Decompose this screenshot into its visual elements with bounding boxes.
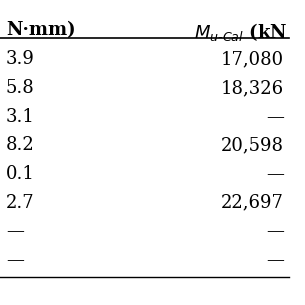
Text: 22,697: 22,697	[221, 194, 284, 212]
Text: N·mm): N·mm)	[6, 21, 75, 39]
Text: 8.2: 8.2	[6, 136, 34, 154]
Text: —: —	[266, 251, 284, 269]
Text: —: —	[266, 108, 284, 126]
Text: 2.7: 2.7	[6, 194, 34, 212]
Text: 0.1: 0.1	[6, 165, 35, 183]
Text: 5.8: 5.8	[6, 79, 34, 97]
Text: —: —	[266, 222, 284, 240]
Text: —: —	[266, 165, 284, 183]
Text: —: —	[6, 251, 24, 269]
Text: 20,598: 20,598	[221, 136, 284, 154]
Text: $\mathit{M}_{u\text{-}Cal}$ (kN: $\mathit{M}_{u\text{-}Cal}$ (kN	[194, 21, 288, 43]
Text: 3.1: 3.1	[6, 108, 35, 126]
Text: 18,326: 18,326	[221, 79, 284, 97]
Text: —: —	[6, 222, 24, 240]
Text: 3.9: 3.9	[6, 50, 35, 68]
Text: 17,080: 17,080	[221, 50, 284, 68]
